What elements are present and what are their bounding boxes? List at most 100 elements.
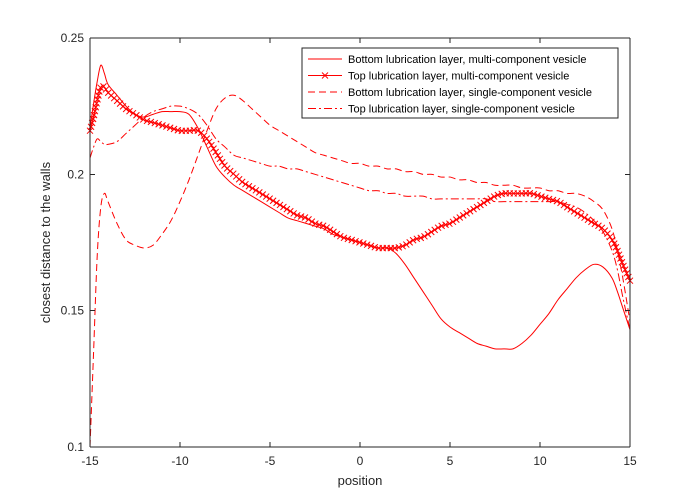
data-point-marker <box>421 232 428 240</box>
legend-entry: Bottom lubrication layer, single-compone… <box>308 87 592 99</box>
legend-label: Bottom lubrication layer, single-compone… <box>348 87 592 99</box>
data-point-marker <box>577 212 585 219</box>
data-point-marker <box>434 224 442 232</box>
data-point-marker <box>326 226 334 234</box>
data-point-marker <box>438 222 446 230</box>
data-point-marker <box>480 199 488 207</box>
data-point-marker <box>557 199 564 207</box>
data-point-marker <box>297 213 305 220</box>
data-point-marker <box>305 216 312 223</box>
data-point-marker <box>352 237 359 245</box>
data-point-marker <box>470 205 477 213</box>
data-point-marker <box>286 207 294 215</box>
data-point-marker <box>143 117 151 125</box>
data-point-marker <box>344 235 352 243</box>
data-point-marker <box>610 240 618 247</box>
data-point-marker <box>399 242 406 250</box>
data-point-marker <box>87 123 95 131</box>
data-point-marker <box>262 193 270 200</box>
data-point-marker <box>126 107 133 115</box>
data-point-marker <box>273 199 280 207</box>
x-tick-label: 10 <box>533 454 547 468</box>
data-point-marker <box>301 214 309 221</box>
data-point-marker <box>95 88 103 95</box>
legend-label: Top lubrication layer, multi-component v… <box>348 71 569 83</box>
legend-entry: Top lubrication layer, single-component … <box>308 104 575 116</box>
y-tick-label: 0.1 <box>67 440 84 454</box>
data-point-marker <box>526 189 534 197</box>
data-point-marker <box>255 189 263 196</box>
data-point-marker <box>95 92 102 99</box>
data-point-marker <box>133 111 140 119</box>
y-tick-label: 0.15 <box>61 304 85 318</box>
data-point-marker <box>431 226 439 234</box>
data-point-marker <box>308 218 316 225</box>
series-bottom-lubrication-layer-single-component-vesicle <box>89 94 631 448</box>
data-point-marker <box>371 243 379 251</box>
legend-marker <box>321 72 329 79</box>
data-point-marker <box>545 195 553 203</box>
data-point-marker <box>155 120 162 128</box>
data-point-marker <box>293 211 301 219</box>
series-line <box>89 94 631 448</box>
legend-label: Bottom lubrication layer, multi-componen… <box>348 54 586 66</box>
data-point-marker <box>402 241 410 248</box>
data-point-marker <box>620 262 627 270</box>
data-point-marker <box>90 111 98 119</box>
data-point-marker <box>162 123 170 130</box>
data-point-marker <box>208 141 215 149</box>
data-point-marker <box>94 96 101 103</box>
data-point-marker <box>413 235 421 243</box>
data-point-marker <box>473 203 481 211</box>
data-point-marker <box>477 201 484 209</box>
data-point-marker <box>348 236 356 244</box>
data-point-marker <box>584 216 592 224</box>
data-point-marker <box>453 216 460 223</box>
ticks-layer: -15 -10 -5 0 5 10 15 0.1 0.15 0.2 0.25 <box>61 31 637 468</box>
data-point-marker <box>487 195 495 202</box>
x-tick-label: -10 <box>171 454 189 468</box>
data-point-marker <box>617 255 624 262</box>
data-point-marker <box>494 191 502 199</box>
series-top-lubrication-layer-single-component-vesicle <box>89 105 631 330</box>
data-point-marker <box>449 218 457 226</box>
data-point-marker <box>466 207 474 215</box>
data-point-marker <box>359 240 367 247</box>
data-point-marker <box>446 220 453 228</box>
data-point-marker <box>409 236 417 244</box>
data-point-marker <box>367 242 375 250</box>
data-point-marker <box>315 221 323 229</box>
data-point-marker <box>214 152 222 159</box>
data-point-marker <box>245 182 253 190</box>
data-point-marker <box>424 230 432 238</box>
legend-box <box>301 47 619 119</box>
data-point-marker <box>91 107 99 115</box>
data-point-marker <box>567 205 575 213</box>
data-point-marker <box>216 155 224 163</box>
data-point-marker <box>591 220 599 228</box>
data-point-marker <box>93 99 100 107</box>
data-point-marker <box>530 190 538 198</box>
data-point-marker <box>212 148 220 156</box>
data-point-marker <box>238 178 246 186</box>
data-point-marker <box>570 208 578 215</box>
data-point-marker <box>269 197 277 205</box>
data-point-marker <box>417 234 425 242</box>
data-point-marker <box>615 251 623 259</box>
legend-label: Top lubrication layer, single-component … <box>348 104 575 116</box>
data-point-marker <box>323 224 331 231</box>
data-point-marker <box>266 195 274 203</box>
data-point-marker <box>612 243 620 251</box>
data-point-marker <box>194 127 202 134</box>
x-tick-label: -15 <box>81 454 99 468</box>
data-point-marker <box>210 145 217 152</box>
x-tick-label: 0 <box>357 454 364 468</box>
data-point-marker <box>259 191 267 198</box>
y-axis-label: closest distance to the walls <box>38 161 53 323</box>
data-point-marker <box>242 180 249 188</box>
x-tick-label: 15 <box>623 454 637 468</box>
data-point-marker <box>574 210 581 217</box>
data-point-marker <box>538 193 545 200</box>
data-point-marker <box>89 115 97 123</box>
x-tick-label: -5 <box>265 454 276 468</box>
